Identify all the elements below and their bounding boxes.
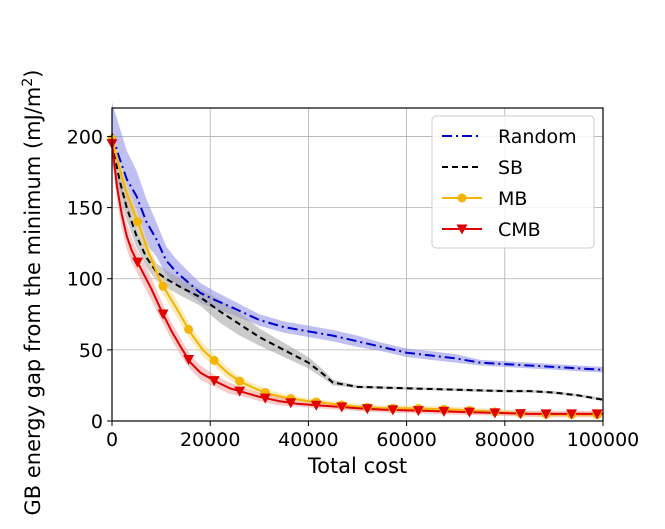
legend-marker-cmb <box>456 224 468 235</box>
cmb-marker <box>183 355 195 366</box>
x-tick-label: 40000 <box>278 429 338 451</box>
cmb-marker <box>566 409 578 420</box>
x-tick-label: 20000 <box>180 429 240 451</box>
y-axis-label-main: GB energy gap from the minimum (mJ/m <box>21 87 45 516</box>
legend-box <box>431 115 595 249</box>
y-tick-label: 150 <box>67 198 103 220</box>
cmb-marker <box>310 400 322 411</box>
sb-line <box>111 143 604 401</box>
x-tick-label: 0 <box>106 429 118 451</box>
mb-marker <box>133 217 143 227</box>
legend-label-mb: MB <box>498 188 527 210</box>
y-axis-label-close: ) <box>21 70 45 78</box>
cmb-marker <box>540 409 552 420</box>
cmb-marker <box>515 409 527 420</box>
axis-ticks: 0 20000 40000 60000 80000 100000 0 50 100 150 200 <box>67 126 640 451</box>
x-tick-label: 80000 <box>475 429 535 451</box>
random-line <box>111 133 604 371</box>
cmb-marker <box>412 406 424 417</box>
mb-marker <box>158 281 168 291</box>
x-tick-label: 100000 <box>567 429 640 451</box>
cmb-marker <box>591 409 603 420</box>
legend-marker-mb <box>457 193 467 203</box>
cmb-marker <box>361 404 373 415</box>
cmb-marker <box>234 386 246 397</box>
cmb-marker <box>387 405 399 416</box>
y-tick-label: 50 <box>79 340 103 362</box>
x-axis-label: Total cost <box>307 454 407 478</box>
cmb-marker <box>463 407 475 418</box>
series-markers <box>106 134 603 420</box>
legend: Random SB MB CMB <box>431 115 595 249</box>
y-tick-label: 0 <box>91 411 103 433</box>
cmb-marker <box>157 309 169 320</box>
y-tick-label: 100 <box>67 269 103 291</box>
cmb-marker <box>489 408 501 419</box>
mb-marker <box>209 355 219 365</box>
cmb-marker <box>208 376 220 387</box>
plot-frame <box>111 107 604 422</box>
mb-marker <box>184 324 194 334</box>
cmb-marker <box>336 402 348 413</box>
y-axis-label: GB energy gap from the minimum (mJ/m2) <box>20 70 45 516</box>
y-tick-label: 200 <box>67 126 103 148</box>
legend-label-random: Random <box>498 126 577 148</box>
cmb-marker <box>438 406 450 417</box>
legend-label-sb: SB <box>498 157 523 179</box>
cmb-marker <box>259 393 271 404</box>
confidence-bands <box>112 102 603 418</box>
legend-label-cmb: CMB <box>498 219 541 241</box>
cmb-marker <box>132 257 144 268</box>
x-tick-label: 60000 <box>376 429 436 451</box>
cmb-marker <box>285 398 297 409</box>
mb-marker <box>235 376 245 386</box>
y-axis-label-superscript: 2 <box>20 78 36 87</box>
random-band <box>112 102 603 373</box>
